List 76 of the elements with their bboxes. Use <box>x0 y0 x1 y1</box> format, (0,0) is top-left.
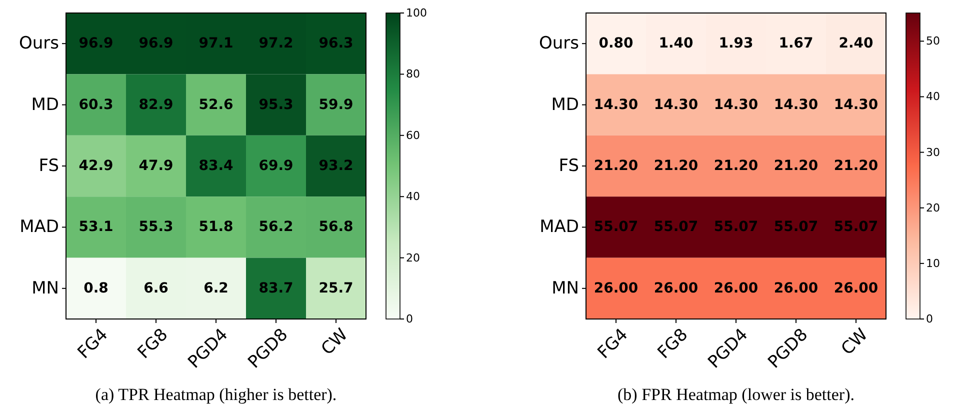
color-bar-label: 60 <box>406 128 420 142</box>
color-bar-label: 100 <box>406 6 427 20</box>
data-label: 82.9 <box>138 96 174 113</box>
data-label: 6.2 <box>204 280 228 296</box>
data-label: 83.4 <box>198 158 234 174</box>
color-bar-label: 10 <box>926 256 940 270</box>
color-bar-label: 80 <box>406 68 420 81</box>
data-label: 26.00 <box>774 280 818 296</box>
color-bar-label: 30 <box>926 146 940 159</box>
data-label: 1.93 <box>718 36 754 52</box>
text: (a) TPR Heatmap (higher is better). <box>95 385 337 404</box>
color-bar-label: 0 <box>926 312 933 326</box>
data-label: 14.30 <box>774 96 818 113</box>
data-label: 0.8 <box>84 280 108 296</box>
data-label: 42.9 <box>78 158 114 174</box>
data-label: 14.30 <box>834 96 878 113</box>
data-label: 51.8 <box>198 219 234 236</box>
data-label: 47.9 <box>138 158 174 174</box>
data-label: 52.6 <box>198 96 234 113</box>
data-label: 83.7 <box>258 280 294 296</box>
data-label: 21.20 <box>654 158 698 174</box>
text: (b) FPR Heatmap (lower is better). <box>618 385 854 404</box>
data-label: 55.07 <box>834 219 878 236</box>
data-label: 53.1 <box>78 219 114 236</box>
y-tick-label: Ours <box>18 34 60 54</box>
data-label: 93.2 <box>318 158 354 174</box>
data-label: 55.07 <box>654 219 698 236</box>
y-tick-label: MAD <box>20 217 59 238</box>
data-label: 95.3 <box>258 96 294 113</box>
color-bar-label: 50 <box>926 34 940 48</box>
data-label: 59.9 <box>318 96 354 113</box>
data-label: 21.20 <box>774 158 818 174</box>
y-tick-label: MN <box>32 278 59 298</box>
data-label: 97.1 <box>198 36 234 52</box>
data-label: 26.00 <box>834 280 878 296</box>
data-label: 97.2 <box>258 36 294 52</box>
data-label: 60.3 <box>78 96 114 113</box>
color-bar-label: 20 <box>926 201 940 214</box>
data-label: 26.00 <box>594 280 638 296</box>
data-label: 14.30 <box>714 96 758 113</box>
data-label: 0.80 <box>598 36 634 52</box>
data-label: 69.9 <box>258 158 294 174</box>
data-label: 26.00 <box>654 280 698 296</box>
data-label: 55.3 <box>138 219 174 236</box>
color-bar-label: 20 <box>406 251 420 264</box>
data-label: 56.2 <box>258 219 294 236</box>
data-label: 26.00 <box>714 280 758 296</box>
y-tick-label: FS <box>38 156 59 176</box>
data-label: 56.8 <box>318 219 354 236</box>
y-tick-label: Ours <box>538 34 580 54</box>
data-label: 1.40 <box>658 36 694 52</box>
data-label: 21.20 <box>714 158 758 174</box>
data-label: 14.30 <box>594 96 638 113</box>
data-label: 21.20 <box>594 158 638 174</box>
color-bar-label: 40 <box>406 190 420 204</box>
color-bar-label: 40 <box>926 90 940 104</box>
y-tick-label: MAD <box>540 217 579 238</box>
data-label: 96.9 <box>78 36 114 52</box>
color-bar-label: 0 <box>406 312 413 326</box>
data-label: 25.7 <box>318 280 354 296</box>
data-label: 21.20 <box>834 158 878 174</box>
data-label: 2.40 <box>838 36 874 52</box>
data-label: 55.07 <box>774 219 818 236</box>
data-label: 14.30 <box>654 96 698 113</box>
data-label: 1.67 <box>778 36 814 52</box>
y-tick-label: MD <box>551 94 579 115</box>
x-tick-label: CW <box>318 324 352 360</box>
data-label: 96.3 <box>318 36 354 52</box>
y-tick-label: FS <box>558 156 579 176</box>
y-tick-label: MD <box>31 94 59 115</box>
data-label: 55.07 <box>714 219 758 236</box>
data-label: 96.9 <box>138 36 174 52</box>
data-label: 6.6 <box>144 280 168 296</box>
data-label: 55.07 <box>594 219 638 236</box>
x-tick-label: CW <box>838 324 872 360</box>
y-tick-label: MN <box>552 278 579 298</box>
